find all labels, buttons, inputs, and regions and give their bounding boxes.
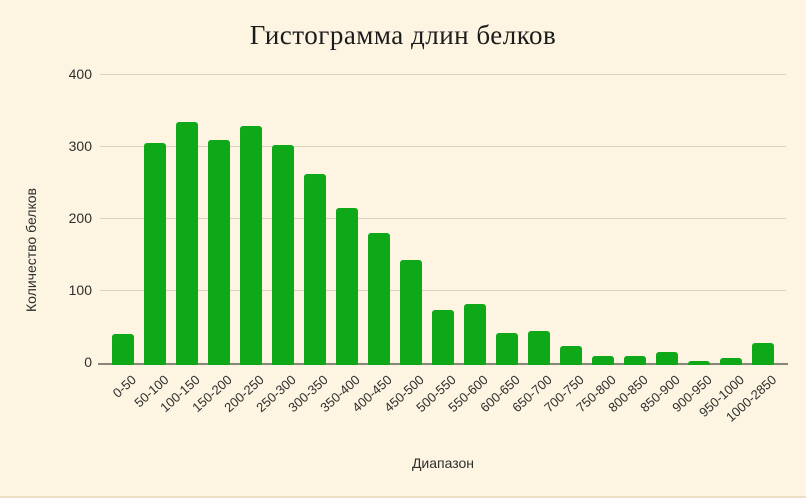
chart-title: Гистограмма длин белков — [249, 20, 557, 50]
bar-450-500 — [400, 260, 422, 365]
y-tick-label-100: 100 — [68, 282, 92, 298]
y-tick-label-0: 0 — [84, 354, 92, 370]
bar-300-350 — [304, 174, 326, 365]
bar-650-700 — [528, 331, 550, 365]
bar-900-950 — [688, 360, 710, 365]
bar-600-650 — [496, 332, 518, 365]
gridline-300 — [100, 146, 786, 147]
bar-850-900 — [656, 352, 678, 365]
bar-50-100 — [144, 143, 166, 365]
gridline-100 — [100, 290, 786, 291]
bar-750-800 — [592, 355, 614, 365]
y-tick-label-400: 400 — [68, 66, 92, 82]
y-tick-label-200: 200 — [68, 210, 92, 226]
bar-550-600 — [464, 303, 486, 365]
bar-800-850 — [624, 355, 646, 365]
bar-500-550 — [432, 309, 454, 365]
plot-area — [98, 74, 788, 365]
bar-700-750 — [560, 345, 582, 365]
bar-150-200 — [208, 139, 230, 365]
bar-200-250 — [240, 126, 262, 365]
bar-100-150 — [176, 121, 198, 365]
bar-250-300 — [272, 144, 294, 365]
gridline-400 — [100, 74, 786, 75]
bar-400-450 — [368, 233, 390, 365]
page-bottom-line — [0, 496, 806, 498]
bar-1000-2850 — [752, 342, 774, 365]
bar-350-400 — [336, 208, 358, 365]
gridline-200 — [100, 218, 786, 219]
bar-950-1000 — [720, 357, 742, 365]
x-axis-title: Диапазон — [411, 455, 475, 471]
y-tick-label-300: 300 — [68, 138, 92, 154]
bar-0-50 — [112, 334, 134, 365]
